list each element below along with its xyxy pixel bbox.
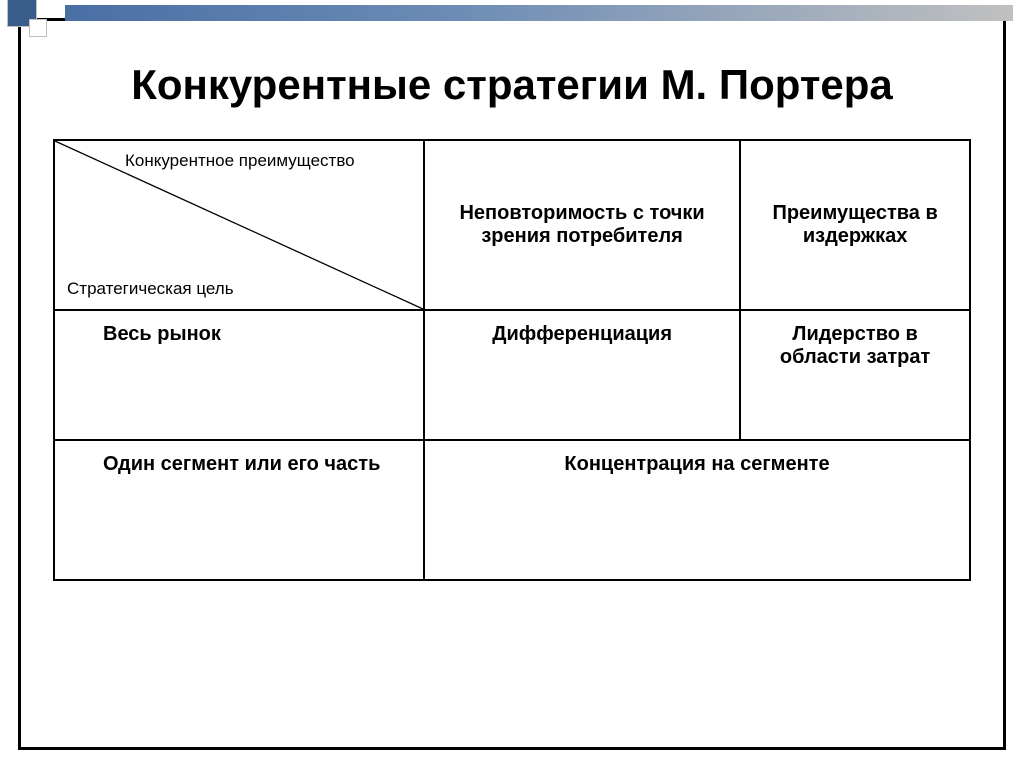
- row-label-1: Весь рынок: [54, 310, 424, 440]
- cell-cost-leadership: Лидерство в области затрат: [740, 310, 970, 440]
- slide-frame: Конкурентные стратегии М. Портера Конкур…: [18, 18, 1006, 750]
- porter-table: Конкурентное преимущество Стратегическая…: [53, 139, 971, 581]
- decor-top-bar: [15, 11, 1009, 33]
- slide-title: Конкурентные стратегии М. Портера: [21, 61, 1003, 109]
- cell-focus: Концентрация на сегменте: [424, 440, 970, 580]
- cell-differentiation: Дифференциация: [424, 310, 740, 440]
- row-label-2: Один сегмент или его часть: [54, 440, 424, 580]
- diagonal-header-cell: Конкурентное преимущество Стратегическая…: [54, 140, 424, 310]
- table-row: Весь рынок Дифференциация Лидерство в об…: [54, 310, 970, 440]
- table-header-row: Конкурентное преимущество Стратегическая…: [54, 140, 970, 310]
- table-row: Один сегмент или его часть Концентрация …: [54, 440, 970, 580]
- decor-square-small: [29, 19, 47, 37]
- porter-table-wrap: Конкурентное преимущество Стратегическая…: [53, 139, 971, 581]
- decor-gradient: [65, 5, 1013, 21]
- row-axis-label: Стратегическая цель: [67, 279, 234, 299]
- col-axis-label: Конкурентное преимущество: [125, 151, 413, 171]
- col-header-2: Преимущества в издержках: [740, 140, 970, 310]
- col-header-1: Неповторимость с точки зрения потребител…: [424, 140, 740, 310]
